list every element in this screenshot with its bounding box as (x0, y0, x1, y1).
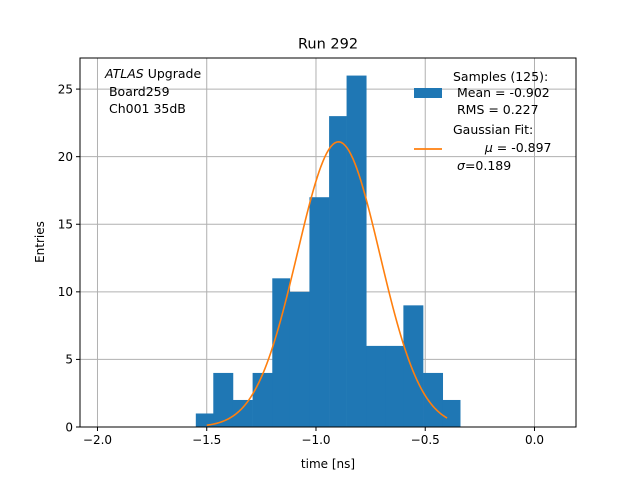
gaussian-fit-curve (206, 141, 448, 427)
y-tick-label: 15 (58, 218, 73, 232)
legend-rms: RMS = 0.227 (453, 102, 539, 117)
legend-fit-title: Gaussian Fit: (453, 122, 533, 137)
chart-title: Run 292 (298, 37, 358, 53)
histogram-bars (195, 75, 461, 428)
x-tick-label: −1.0 (301, 433, 330, 447)
annotation-channel: Ch001 35dB (105, 101, 186, 116)
histogram-bar (403, 305, 424, 427)
x-axis-label: time [ns] (301, 457, 355, 471)
legend-mean: Mean = -0.902 (453, 85, 550, 100)
histogram-bar (385, 345, 404, 427)
x-axis-ticks: −2.0 −1.5 −1.0 −0.5 0.0 (83, 427, 544, 447)
svg-text:ATLAS Upgrade: ATLAS Upgrade (104, 66, 201, 81)
legend-histogram-swatch (414, 88, 442, 98)
legend-fit-mu: μ = -0.897 (457, 140, 571, 155)
annotation-atlas: ATLAS (104, 66, 144, 81)
legend-fit-sigma: σ=0.189 (457, 158, 511, 173)
annotation-board: Board259 (105, 84, 170, 99)
legend-mu-symbol: μ (484, 140, 493, 155)
y-tick-label: 25 (58, 82, 73, 96)
annotation-box: ATLAS Upgrade Board259 Ch001 35dB (104, 66, 201, 116)
y-tick-label: 20 (58, 150, 73, 164)
histogram-bar (232, 399, 253, 427)
histogram-bar (329, 116, 347, 427)
y-tick-label: 0 (65, 420, 73, 434)
x-tick-label: −1.5 (192, 433, 221, 447)
annotation-upgrade: Upgrade (144, 66, 202, 81)
x-tick-label: −2.0 (83, 433, 112, 447)
legend-sigma-symbol: σ (457, 158, 466, 173)
legend: Samples (125): Mean = -0.902 RMS = 0.227… (414, 69, 571, 173)
x-tick-label: 0.0 (525, 433, 544, 447)
histogram-bar (272, 278, 291, 427)
x-tick-label: −0.5 (411, 433, 440, 447)
y-tick-label: 5 (65, 353, 73, 367)
y-axis-ticks: 0 5 10 15 20 25 (58, 82, 80, 434)
y-tick-label: 10 (58, 285, 73, 299)
histogram-bar (346, 75, 367, 428)
histogram-bar (289, 291, 310, 427)
histogram-bar (366, 345, 387, 427)
histogram-bar (213, 372, 234, 427)
legend-sigma-value: =0.189 (465, 158, 511, 173)
histogram-bar (195, 413, 214, 427)
y-axis-label: Entries (33, 221, 47, 263)
histogram-bar (309, 197, 330, 427)
histogram-bar (252, 372, 273, 427)
histogram-bar (442, 399, 461, 427)
histogram-bar (423, 372, 444, 427)
legend-samples: Samples (125): (453, 69, 548, 84)
plot-frame (79, 57, 577, 428)
legend-mu-value: = -0.897 (493, 140, 552, 155)
